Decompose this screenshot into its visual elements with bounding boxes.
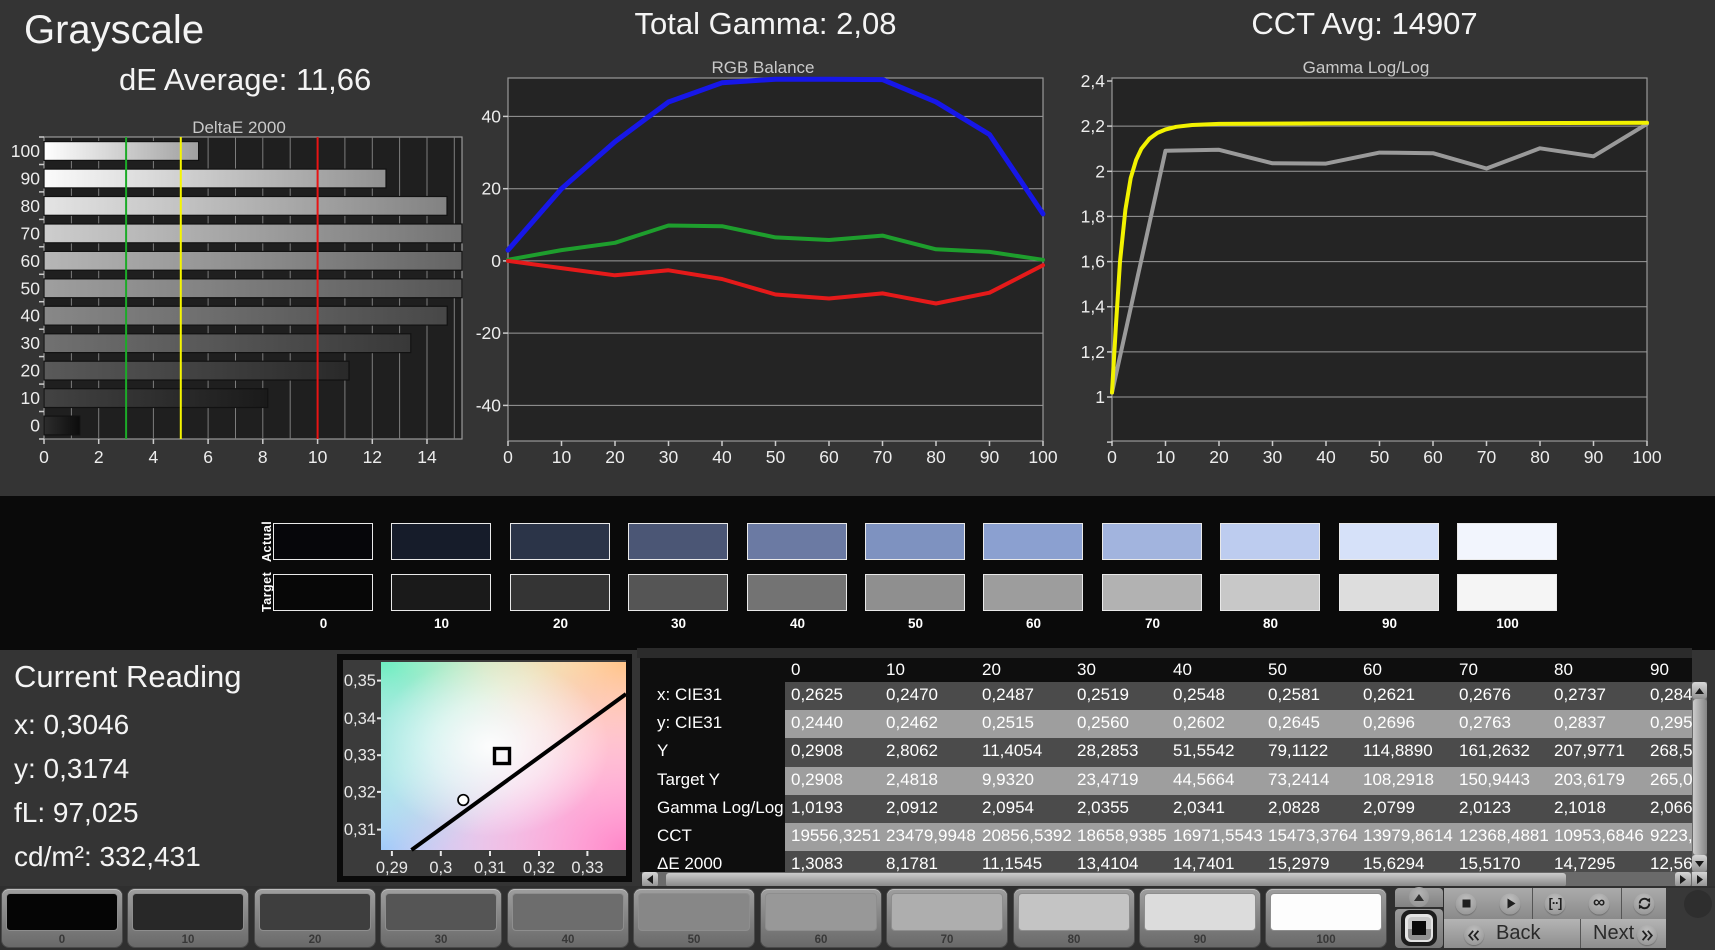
svg-text:-20: -20 (476, 323, 502, 343)
svg-text:0: 0 (1107, 447, 1117, 467)
svg-text:90: 90 (1584, 447, 1604, 467)
svg-text:80: 80 (21, 196, 41, 216)
svg-text:90: 90 (21, 169, 41, 189)
svg-text:30: 30 (659, 447, 679, 467)
svg-text:4: 4 (149, 447, 159, 467)
svg-text:90: 90 (980, 447, 1000, 467)
svg-text:2,4: 2,4 (1081, 71, 1106, 91)
svg-text:20: 20 (21, 361, 41, 381)
svg-text:1,6: 1,6 (1081, 252, 1105, 272)
svg-text:6: 6 (203, 447, 213, 467)
svg-text:80: 80 (926, 447, 946, 467)
svg-text:0,31: 0,31 (474, 859, 506, 876)
svg-text:12: 12 (363, 447, 382, 467)
svg-text:8: 8 (258, 447, 268, 467)
svg-text:-40: -40 (476, 395, 502, 415)
svg-text:10: 10 (21, 388, 41, 408)
svg-text:100: 100 (11, 141, 40, 161)
svg-text:0,3: 0,3 (429, 859, 452, 876)
svg-text:40: 40 (1316, 447, 1336, 467)
svg-text:0,32: 0,32 (523, 859, 555, 876)
svg-text:0,33: 0,33 (571, 859, 603, 876)
svg-text:10: 10 (1156, 447, 1176, 467)
svg-text:70: 70 (21, 223, 41, 243)
svg-text:1,8: 1,8 (1081, 206, 1105, 226)
svg-text:0,34: 0,34 (344, 710, 376, 728)
svg-text:100: 100 (1632, 447, 1661, 467)
svg-text:0,31: 0,31 (344, 821, 376, 839)
svg-text:1: 1 (1095, 387, 1105, 407)
svg-text:40: 40 (482, 106, 502, 126)
svg-text:50: 50 (1370, 447, 1390, 467)
svg-text:14: 14 (417, 447, 437, 467)
svg-text:2: 2 (1095, 161, 1105, 181)
svg-text:0,35: 0,35 (344, 672, 376, 690)
svg-text:1,4: 1,4 (1081, 297, 1106, 317)
svg-text:100: 100 (1028, 447, 1057, 467)
svg-text:20: 20 (1209, 447, 1229, 467)
svg-text:10: 10 (308, 447, 328, 467)
svg-text:30: 30 (21, 333, 41, 353)
svg-text:70: 70 (1477, 447, 1497, 467)
svg-text:50: 50 (766, 447, 786, 467)
svg-text:20: 20 (482, 179, 502, 199)
svg-text:30: 30 (1263, 447, 1283, 467)
svg-text:2,2: 2,2 (1081, 116, 1105, 136)
svg-text:40: 40 (712, 447, 732, 467)
svg-text:2: 2 (94, 447, 104, 467)
svg-text:60: 60 (21, 251, 41, 271)
svg-text:1,2: 1,2 (1081, 342, 1105, 362)
svg-text:60: 60 (819, 447, 839, 467)
svg-text:0,32: 0,32 (344, 783, 376, 801)
svg-text:0: 0 (491, 251, 501, 271)
svg-text:0,33: 0,33 (344, 747, 376, 765)
svg-text:20: 20 (605, 447, 625, 467)
svg-text:70: 70 (873, 447, 893, 467)
svg-text:10: 10 (552, 447, 572, 467)
svg-text:50: 50 (21, 278, 41, 298)
svg-text:40: 40 (21, 306, 41, 326)
svg-text:0: 0 (30, 416, 40, 436)
svg-text:0: 0 (503, 447, 513, 467)
svg-text:60: 60 (1423, 447, 1443, 467)
svg-text:80: 80 (1530, 447, 1550, 467)
svg-text:0: 0 (39, 447, 49, 467)
svg-text:0,29: 0,29 (376, 859, 408, 876)
